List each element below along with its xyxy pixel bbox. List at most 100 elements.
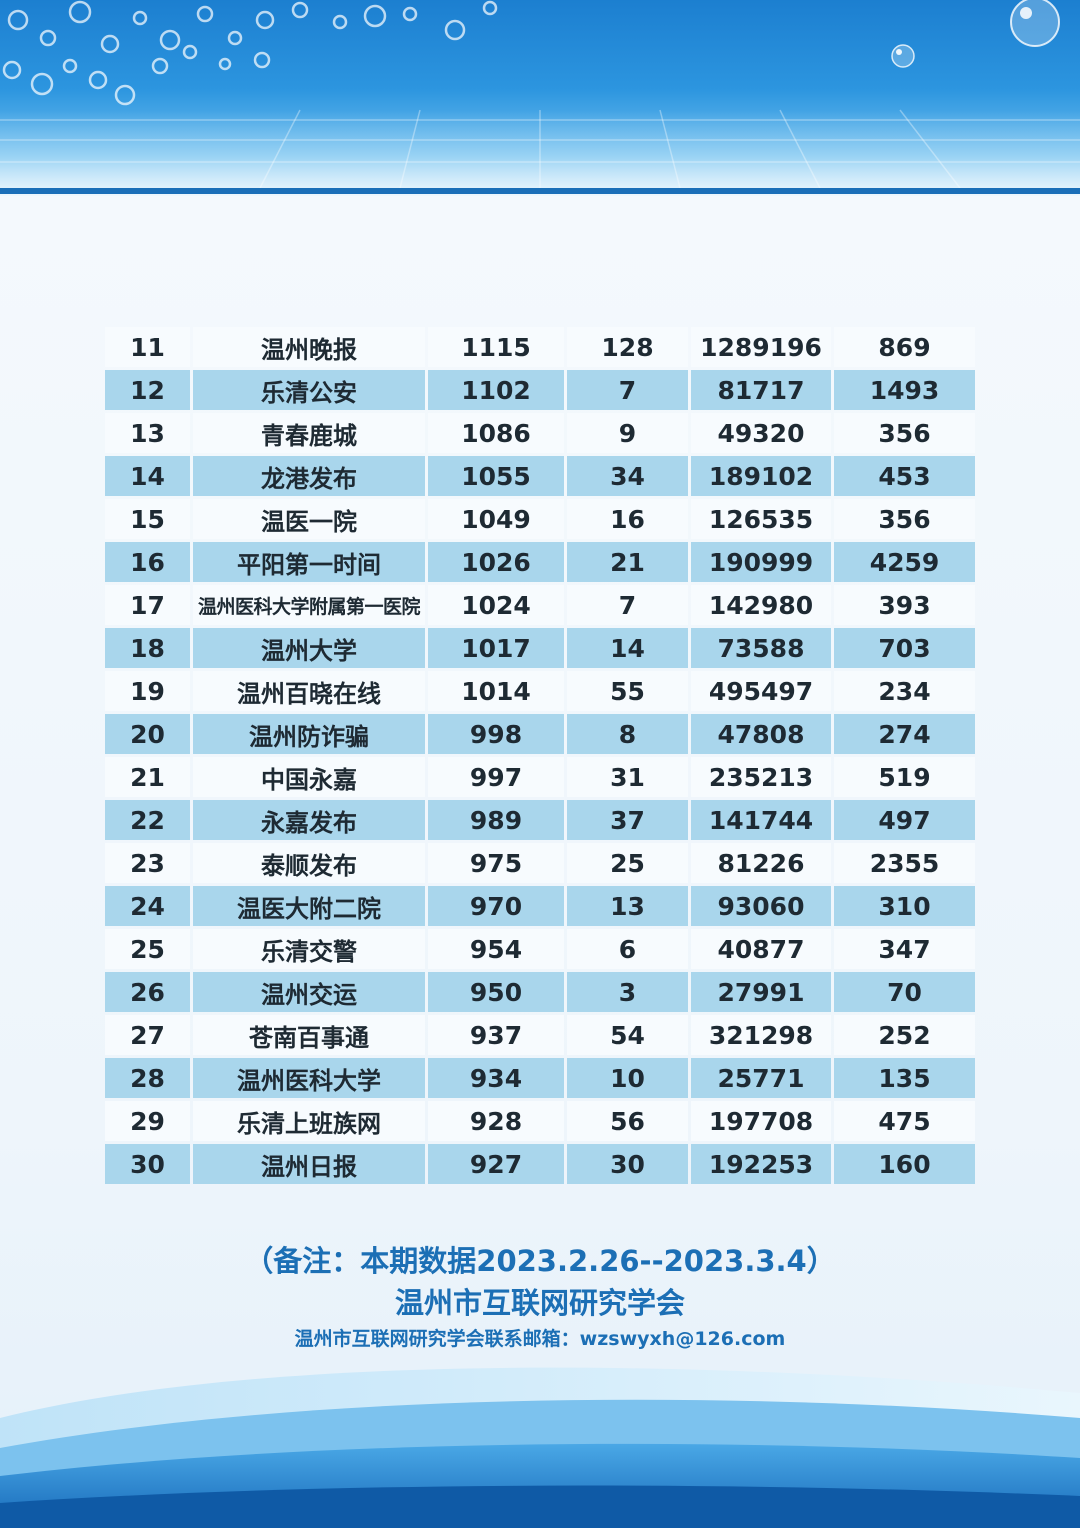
organization-name: 温州市互联网研究学会	[394, 1286, 685, 1320]
account-name-cell: 温州百晓在线	[193, 671, 425, 711]
rank-cell: 22	[105, 800, 190, 840]
rank-cell: 29	[105, 1101, 190, 1141]
value-cell-3: 40877	[691, 929, 831, 969]
rank-cell: 13	[105, 413, 190, 453]
rank-cell: 25	[105, 929, 190, 969]
value-cell-3: 142980	[691, 585, 831, 625]
value-cell-4: 234	[834, 671, 975, 711]
value-cell-2: 55	[567, 671, 688, 711]
rank-cell: 12	[105, 370, 190, 410]
table-row: 19 温州百晓在线 1014 55 495497 234	[105, 671, 975, 711]
rank-cell: 24	[105, 886, 190, 926]
value-cell-3: 81717	[691, 370, 831, 410]
value-cell-4: 135	[834, 1058, 975, 1098]
value-cell-3: 49320	[691, 413, 831, 453]
value-cell-2: 9	[567, 413, 688, 453]
value-cell-3: 47808	[691, 714, 831, 754]
value-cell-3: 81226	[691, 843, 831, 883]
rank-cell: 20	[105, 714, 190, 754]
value-cell-4: 453	[834, 456, 975, 496]
table-row: 26 温州交运 950 3 27991 70	[105, 972, 975, 1012]
value-cell-2: 8	[567, 714, 688, 754]
value-cell-1: 1055	[428, 456, 564, 496]
rank-cell: 26	[105, 972, 190, 1012]
table-row: 11 温州晚报 1115 128 1289196 869	[105, 327, 975, 367]
rank-cell: 18	[105, 628, 190, 668]
header-divider	[0, 188, 1080, 194]
table-row: 30 温州日报 927 30 192253 160	[105, 1144, 975, 1184]
table-row: 20 温州防诈骗 998 8 47808 274	[105, 714, 975, 754]
value-cell-2: 3	[567, 972, 688, 1012]
value-cell-4: 70	[834, 972, 975, 1012]
value-cell-1: 1026	[428, 542, 564, 582]
value-cell-1: 954	[428, 929, 564, 969]
value-cell-4: 356	[834, 499, 975, 539]
value-cell-2: 6	[567, 929, 688, 969]
value-cell-1: 1115	[428, 327, 564, 367]
value-cell-2: 7	[567, 585, 688, 625]
account-name-cell: 温州大学	[193, 628, 425, 668]
value-cell-4: 497	[834, 800, 975, 840]
rank-cell: 28	[105, 1058, 190, 1098]
rank-cell: 15	[105, 499, 190, 539]
header-decoration	[0, 0, 1080, 196]
value-cell-4: 274	[834, 714, 975, 754]
header-banner	[0, 0, 1080, 196]
value-cell-2: 10	[567, 1058, 688, 1098]
value-cell-3: 126535	[691, 499, 831, 539]
account-name-cell: 中国永嘉	[193, 757, 425, 797]
value-cell-2: 54	[567, 1015, 688, 1055]
account-name-cell: 泰顺发布	[193, 843, 425, 883]
value-cell-2: 14	[567, 628, 688, 668]
value-cell-4: 347	[834, 929, 975, 969]
table-row: 15 温医一院 1049 16 126535 356	[105, 499, 975, 539]
table-row: 18 温州大学 1017 14 73588 703	[105, 628, 975, 668]
value-cell-4: 310	[834, 886, 975, 926]
value-cell-1: 1024	[428, 585, 564, 625]
value-cell-4: 356	[834, 413, 975, 453]
account-name-cell: 青春鹿城	[193, 413, 425, 453]
account-name-cell: 温州日报	[193, 1144, 425, 1184]
value-cell-1: 997	[428, 757, 564, 797]
account-name-cell: 温州医科大学	[193, 1058, 425, 1098]
account-name-cell: 永嘉发布	[193, 800, 425, 840]
value-cell-4: 2355	[834, 843, 975, 883]
value-cell-4: 252	[834, 1015, 975, 1055]
account-name-cell: 苍南百事通	[193, 1015, 425, 1055]
value-cell-1: 1017	[428, 628, 564, 668]
value-cell-3: 321298	[691, 1015, 831, 1055]
table-row: 17 温州医科大学附属第一医院 1024 7 142980 393	[105, 585, 975, 625]
table-row: 21 中国永嘉 997 31 235213 519	[105, 757, 975, 797]
value-cell-2: 13	[567, 886, 688, 926]
value-cell-4: 1493	[834, 370, 975, 410]
value-cell-3: 190999	[691, 542, 831, 582]
rank-cell: 23	[105, 843, 190, 883]
value-cell-1: 1086	[428, 413, 564, 453]
value-cell-1: 970	[428, 886, 564, 926]
account-name-cell: 乐清上班族网	[193, 1101, 425, 1141]
value-cell-1: 950	[428, 972, 564, 1012]
value-cell-2: 30	[567, 1144, 688, 1184]
table-row: 24 温医大附二院 970 13 93060 310	[105, 886, 975, 926]
value-cell-3: 235213	[691, 757, 831, 797]
account-name-cell: 温医一院	[193, 499, 425, 539]
value-cell-1: 975	[428, 843, 564, 883]
value-cell-2: 16	[567, 499, 688, 539]
account-name-cell: 乐清公安	[193, 370, 425, 410]
value-cell-3: 93060	[691, 886, 831, 926]
rank-cell: 30	[105, 1144, 190, 1184]
value-cell-2: 34	[567, 456, 688, 496]
data-period-note: （备注：本期数据2023.2.26--2023.3.4）	[244, 1244, 836, 1278]
account-name-cell: 温州防诈骗	[193, 714, 425, 754]
rank-cell: 27	[105, 1015, 190, 1055]
value-cell-1: 934	[428, 1058, 564, 1098]
account-name-cell: 平阳第一时间	[193, 542, 425, 582]
value-cell-2: 56	[567, 1101, 688, 1141]
value-cell-3: 25771	[691, 1058, 831, 1098]
rank-cell: 17	[105, 585, 190, 625]
value-cell-2: 128	[567, 327, 688, 367]
rank-cell: 11	[105, 327, 190, 367]
value-cell-4: 519	[834, 757, 975, 797]
value-cell-4: 393	[834, 585, 975, 625]
rank-cell: 19	[105, 671, 190, 711]
